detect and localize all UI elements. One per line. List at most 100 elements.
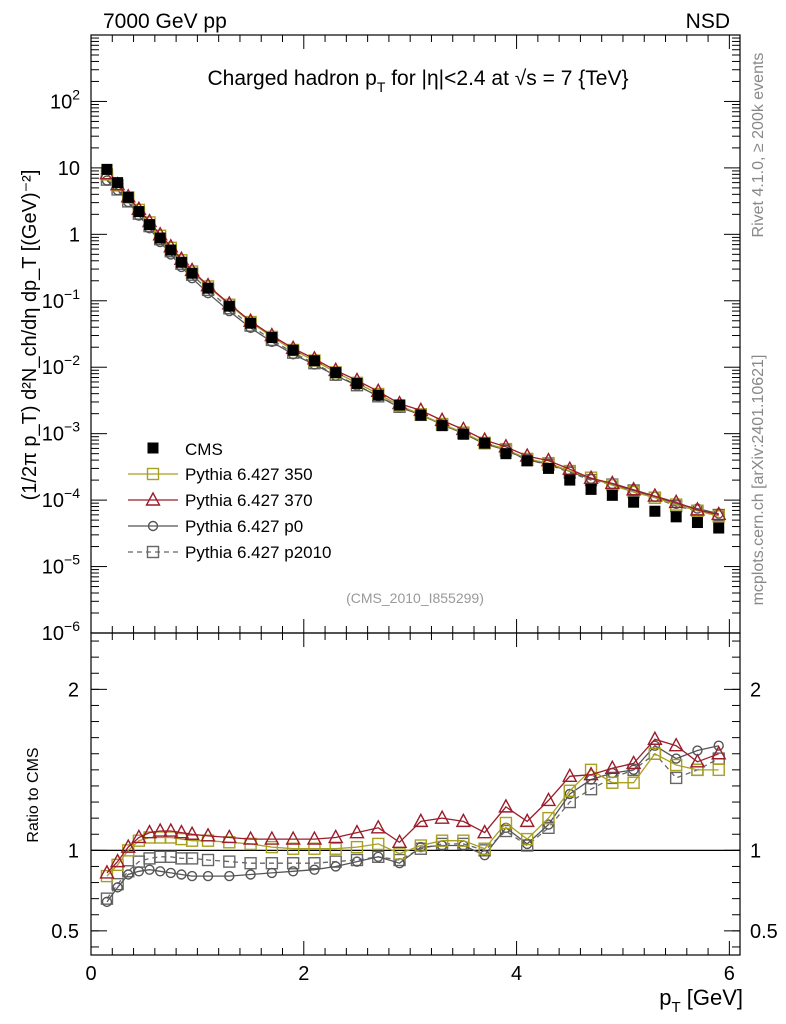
ratio-point-p0: [713, 740, 724, 751]
ratio-point-p370: [391, 833, 408, 848]
main-point-cms: [202, 282, 214, 294]
ratio-point-p2010: [542, 821, 555, 835]
main-point-cms: [372, 389, 384, 401]
ratio-point-p2010: [111, 877, 124, 891]
ratio-point-p370: [562, 767, 578, 782]
main-point-cms: [175, 256, 187, 268]
main-point-p370: [647, 487, 663, 502]
ratio-point-p350: [606, 776, 619, 789]
ratio-point-p350: [457, 834, 470, 847]
ratio-point-p350: [712, 763, 725, 777]
main-point-cms: [223, 300, 235, 312]
main-point-cms: [122, 191, 134, 203]
legend-label-cms: CMS: [185, 440, 223, 459]
ratio-point-p350: [669, 758, 683, 772]
rivet-version-label: Rivet 4.1.0, ≥ 200k events: [750, 53, 767, 238]
main-point-p370: [711, 505, 727, 521]
legend-label-p370: Pythia 6.427 370: [185, 491, 313, 510]
main-point-cms: [628, 496, 640, 508]
y-tick-label: 10−5: [42, 552, 80, 579]
ratio-point-p0: [133, 866, 145, 877]
y-tick-label: 10−4: [42, 485, 80, 512]
ratio-point-p370: [285, 830, 301, 845]
ratio-point-p2010: [308, 857, 321, 870]
ratio-point-p0: [351, 856, 363, 867]
ratio-point-p2010: [132, 855, 146, 868]
mcplots-label: mcplots.cern.ch [arXiv:2401.10621]: [750, 355, 767, 606]
ratio-point-p2010: [143, 852, 156, 865]
ratio-point-p2010: [175, 852, 188, 865]
ratio-point-p370: [625, 754, 642, 770]
ratio-point-p350: [499, 816, 513, 830]
main-point-cms: [542, 462, 554, 474]
ratio-point-p0: [266, 867, 278, 879]
ratio-y-axis-title: Ratio to CMS: [25, 747, 42, 842]
ratio-point-p0: [154, 866, 166, 877]
ratio-point-p350: [542, 811, 555, 825]
ratio-point-p2010: [100, 892, 114, 905]
ratio-panel-frame: [90, 632, 741, 956]
x-tick-label: 6: [724, 963, 735, 985]
ratio-point-p0: [564, 788, 575, 800]
main-point-cms: [585, 483, 597, 495]
main-point-p370: [562, 460, 578, 475]
ratio-point-p0: [245, 869, 256, 880]
main-point-p370: [604, 474, 621, 490]
y-tick-label: 10−1: [42, 286, 80, 313]
y-tick-label: 1: [69, 224, 80, 246]
main-point-cms: [564, 474, 576, 486]
ratio-tick-label-right: 2: [750, 679, 761, 701]
ratio-point-p2010: [164, 850, 177, 863]
ratio-point-p370: [519, 812, 535, 828]
main-point-cms: [144, 219, 156, 231]
main-point-cms: [154, 232, 166, 244]
y-tick-label: 10−3: [42, 419, 80, 446]
ratio-point-p370: [498, 798, 514, 813]
ratio-point-p350: [372, 837, 385, 851]
ratio-point-p370: [109, 853, 126, 868]
legend-marker-p0: [147, 520, 159, 532]
ratio-point-p370: [99, 864, 115, 879]
ratio-point-p370: [184, 825, 200, 840]
ratio-point-p2010: [393, 853, 406, 867]
ratio-point-p350: [435, 834, 449, 847]
main-series-line-p0: [106, 180, 719, 515]
ratio-point-p370: [264, 830, 280, 845]
legend-marker-p350: [146, 467, 160, 481]
main-series-line-p370: [106, 173, 719, 516]
ratio-point-p370: [242, 830, 259, 845]
ratio-point-p0: [330, 861, 341, 872]
ratio-tick-label-right: 0.5: [750, 921, 778, 943]
legend-label-p2010: Pythia 6.427 p2010: [185, 543, 332, 562]
ratio-point-p370: [455, 812, 472, 828]
ratio-point-p350: [329, 842, 342, 855]
main-point-cms: [500, 448, 512, 460]
ratio-point-p350: [185, 834, 199, 847]
main-point-cms: [394, 399, 406, 411]
header-left: 7000 GeV pp: [103, 10, 227, 33]
ratio-point-p0: [373, 851, 384, 862]
ratio-point-p350: [478, 842, 491, 855]
ratio-point-p350: [521, 832, 534, 846]
ratio-point-p370: [647, 730, 663, 745]
main-point-p370: [689, 501, 706, 516]
ratio-series-line-p2010: [106, 752, 720, 899]
y-tick-label: 10: [58, 158, 80, 180]
ratio-point-p0: [287, 866, 299, 877]
main-point-cms: [101, 163, 113, 175]
ratio-point-p2010: [223, 855, 236, 868]
analysis-id: (CMS_2010_I855299): [346, 590, 484, 606]
ratio-point-p0: [670, 753, 682, 764]
x-tick-label: 2: [298, 963, 309, 985]
ratio-point-p370: [173, 824, 190, 839]
main-point-cms: [308, 355, 320, 367]
x-tick-label: 0: [85, 963, 96, 985]
ratio-tick-label-left: 0.5: [51, 921, 79, 943]
ratio-point-p2010: [244, 857, 257, 870]
main-point-cms: [186, 267, 198, 279]
main-point-cms: [133, 206, 145, 218]
ratio-point-p370: [604, 759, 621, 774]
ratio-point-p370: [120, 838, 136, 853]
main-point-cms: [245, 317, 257, 329]
ratio-point-p350: [691, 763, 704, 777]
